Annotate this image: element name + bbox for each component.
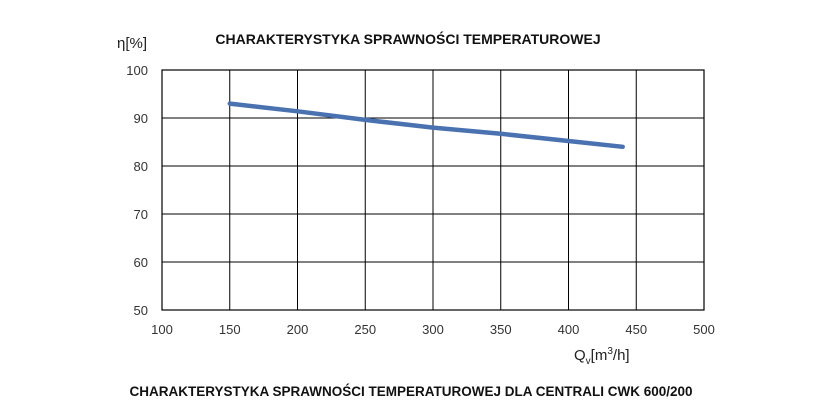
tick-labels: 50 60 70 80 90 100 100 150 200 250 300 350 400 450 500 [126, 63, 715, 337]
y-axis-label: η[%] [117, 35, 147, 52]
x-axis-label-main: Q [574, 347, 586, 364]
y-tick-label: 70 [134, 207, 148, 222]
x-axis-label-end: /h] [613, 347, 630, 364]
x-tick-label: 200 [287, 322, 309, 337]
x-axis-label: Qv[m3/h] [574, 346, 630, 367]
series-line [227, 101, 625, 150]
x-tick-label: 500 [693, 322, 715, 337]
x-tick-label: 400 [558, 322, 580, 337]
x-axis-label-sup: 3 [607, 346, 613, 357]
x-tick-label: 450 [625, 322, 647, 337]
plot-frame [161, 69, 705, 311]
x-tick-label: 100 [151, 322, 173, 337]
x-axis-label-sub: v [586, 356, 591, 367]
chart-title: CHARAKTERYSTYKA SPRAWNOŚCI TEMPERATUROWE… [215, 30, 600, 47]
x-tick-label: 250 [354, 322, 376, 337]
series-layer [227, 101, 625, 150]
x-tick-label: 300 [422, 322, 444, 337]
x-axis-label-unit: [m [591, 347, 608, 364]
x-tick-label: 150 [219, 322, 241, 337]
chart-caption: CHARAKTERYSTYKA SPRAWNOŚCI TEMPERATUROWE… [129, 384, 692, 399]
y-tick-label: 50 [134, 303, 148, 318]
y-tick-label: 90 [134, 111, 148, 126]
y-tick-label: 60 [134, 255, 148, 270]
x-tick-label: 350 [490, 322, 512, 337]
y-tick-label: 100 [126, 63, 148, 78]
grid-layer [161, 69, 705, 311]
y-tick-label: 80 [134, 159, 148, 174]
